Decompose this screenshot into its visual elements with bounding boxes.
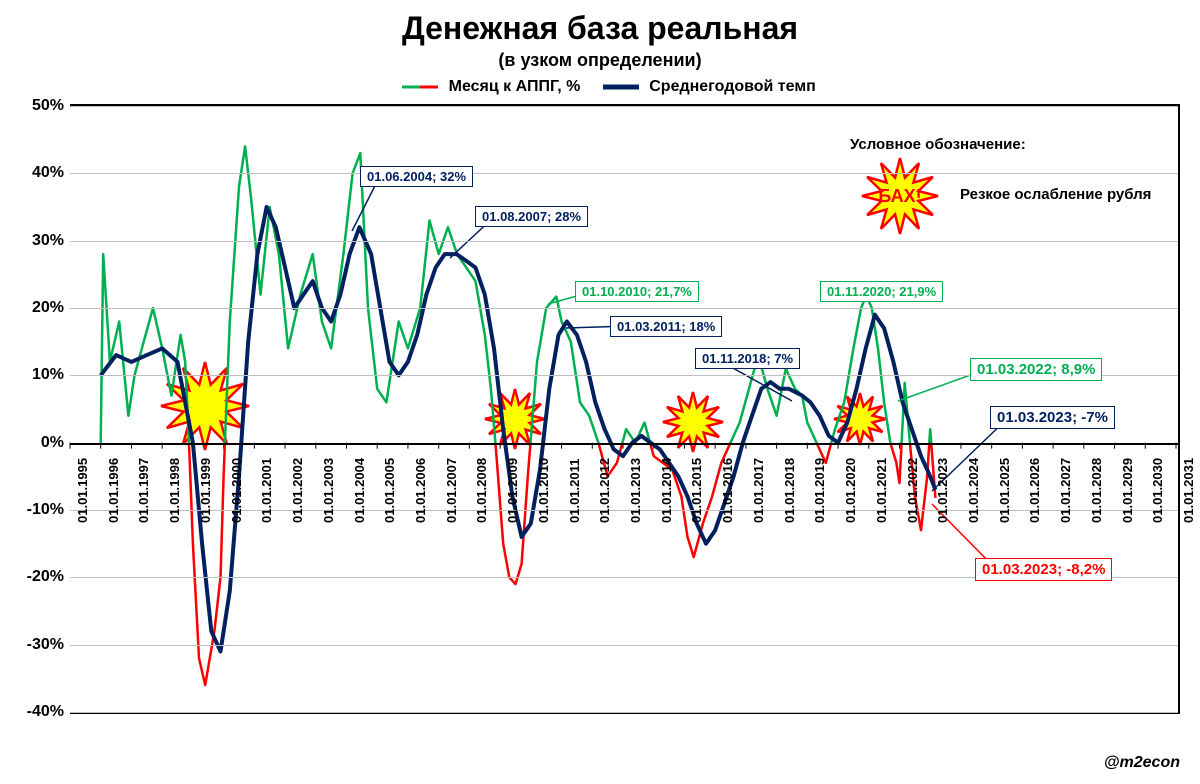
- x-tick-label: 01.01.1999: [198, 458, 213, 523]
- attribution: @m2econ: [1104, 754, 1180, 772]
- x-tick-label: 01.01.1998: [167, 458, 182, 523]
- x-tick-label: 01.01.2013: [628, 458, 643, 523]
- x-tick-label: 01.01.2019: [812, 458, 827, 523]
- legend-swatch-2: [603, 78, 639, 96]
- y-tick-label: -10%: [27, 501, 70, 519]
- series-month-yoy: [890, 443, 901, 483]
- gridline: [70, 173, 1178, 174]
- plot-area: БАХ! Условное обозначение: Резкое ослабл…: [70, 104, 1180, 714]
- x-tick-label: 01.01.2021: [874, 458, 889, 523]
- y-tick-label: -20%: [27, 568, 70, 586]
- y-tick-label: 20%: [32, 299, 70, 317]
- y-tick-label: 10%: [32, 366, 70, 384]
- x-tick-label: 01.01.2022: [905, 458, 920, 523]
- callout-box: 01.03.2022; 8,9%: [970, 358, 1102, 381]
- callout-box: 01.06.2004; 32%: [360, 166, 473, 187]
- callout-box: 01.08.2007; 28%: [475, 206, 588, 227]
- chart-title: Денежная база реальная: [0, 10, 1200, 47]
- x-tick-label: 01.01.1995: [75, 458, 90, 523]
- x-tick-label: 01.01.2002: [290, 458, 305, 523]
- callout-box: 01.11.2018; 7%: [695, 348, 800, 369]
- chart-subtitle: (в узком определении): [0, 50, 1200, 71]
- legend-swatch-1: [402, 78, 438, 96]
- x-tick-label: 01.01.2007: [444, 458, 459, 523]
- burst-label: БАХ!: [878, 186, 921, 206]
- legend-annot-title: Условное обозначение:: [850, 136, 1026, 153]
- x-tick-label: 01.01.2005: [382, 458, 397, 523]
- series-month-yoy: [225, 146, 496, 442]
- x-tick-label: 01.01.2003: [321, 458, 336, 523]
- x-tick-label: 01.01.2018: [782, 458, 797, 523]
- y-tick-label: 50%: [32, 97, 70, 115]
- x-tick-label: 01.01.2011: [567, 458, 582, 522]
- x-tick-label: 01.01.2000: [229, 458, 244, 523]
- callout-box: 01.11.2020; 21,9%: [820, 281, 943, 302]
- x-tick-label: 01.01.2015: [689, 458, 704, 523]
- x-tick-label: 01.01.2026: [1027, 458, 1042, 523]
- legend-annot-desc: Резкое ослабление рубля: [960, 186, 1151, 203]
- y-tick-label: 0%: [41, 434, 70, 452]
- x-tick-label: 01.01.2025: [997, 458, 1012, 523]
- x-tick-label: 01.01.2031: [1181, 458, 1196, 523]
- x-tick-label: 01.01.2010: [536, 458, 551, 523]
- x-tick-label: 01.01.2023: [935, 458, 950, 523]
- x-tick-label: 01.01.1996: [106, 458, 121, 523]
- y-tick-label: -40%: [27, 703, 70, 721]
- chart-container: Денежная база реальная (в узком определе…: [0, 0, 1200, 784]
- callout-box: 01.10.2010; 21,7%: [575, 281, 699, 302]
- x-tick-label: 01.01.2020: [843, 458, 858, 523]
- x-tick-label: 01.01.2006: [413, 458, 428, 523]
- x-tick-label: 01.01.2027: [1058, 458, 1073, 523]
- y-tick-label: -30%: [27, 636, 70, 654]
- series-month-yoy: [101, 254, 189, 443]
- x-tick-label: 01.01.2014: [659, 458, 674, 523]
- callout-box: 01.03.2023; -7%: [990, 406, 1115, 429]
- y-tick-label: 40%: [32, 164, 70, 182]
- series-month-yoy: [929, 429, 931, 443]
- legend-label-2: Среднегодовой темп: [649, 78, 816, 95]
- gridline: [70, 241, 1178, 242]
- gridline: [70, 712, 1178, 713]
- x-tick-label: 01.01.2016: [720, 458, 735, 523]
- gridline: [70, 106, 1178, 107]
- x-tick-label: 01.01.2004: [352, 458, 367, 523]
- x-tick-label: 01.01.2030: [1150, 458, 1165, 523]
- x-tick-label: 01.01.1997: [136, 458, 151, 523]
- x-tick-label: 01.01.2024: [966, 458, 981, 523]
- y-tick-label: 30%: [32, 232, 70, 250]
- x-tick-label: 01.01.2029: [1120, 458, 1135, 523]
- x-tick-label: 01.01.2028: [1089, 458, 1104, 523]
- gridline: [70, 443, 1178, 445]
- legend-label-1: Месяц к АППГ, %: [449, 78, 581, 95]
- callout-box: 01.03.2023; -8,2%: [975, 558, 1112, 581]
- callout-box: 01.03.2011; 18%: [610, 316, 722, 337]
- x-tick-label: 01.01.2012: [597, 458, 612, 523]
- legend: Месяц к АППГ, % Среднегодовой темп: [0, 78, 1200, 96]
- x-tick-label: 01.01.2009: [505, 458, 520, 523]
- gridline: [70, 645, 1178, 646]
- x-tick-label: 01.01.2017: [751, 458, 766, 523]
- x-tick-label: 01.01.2008: [474, 458, 489, 523]
- gridline: [70, 308, 1178, 309]
- x-tick-label: 01.01.2001: [259, 458, 274, 523]
